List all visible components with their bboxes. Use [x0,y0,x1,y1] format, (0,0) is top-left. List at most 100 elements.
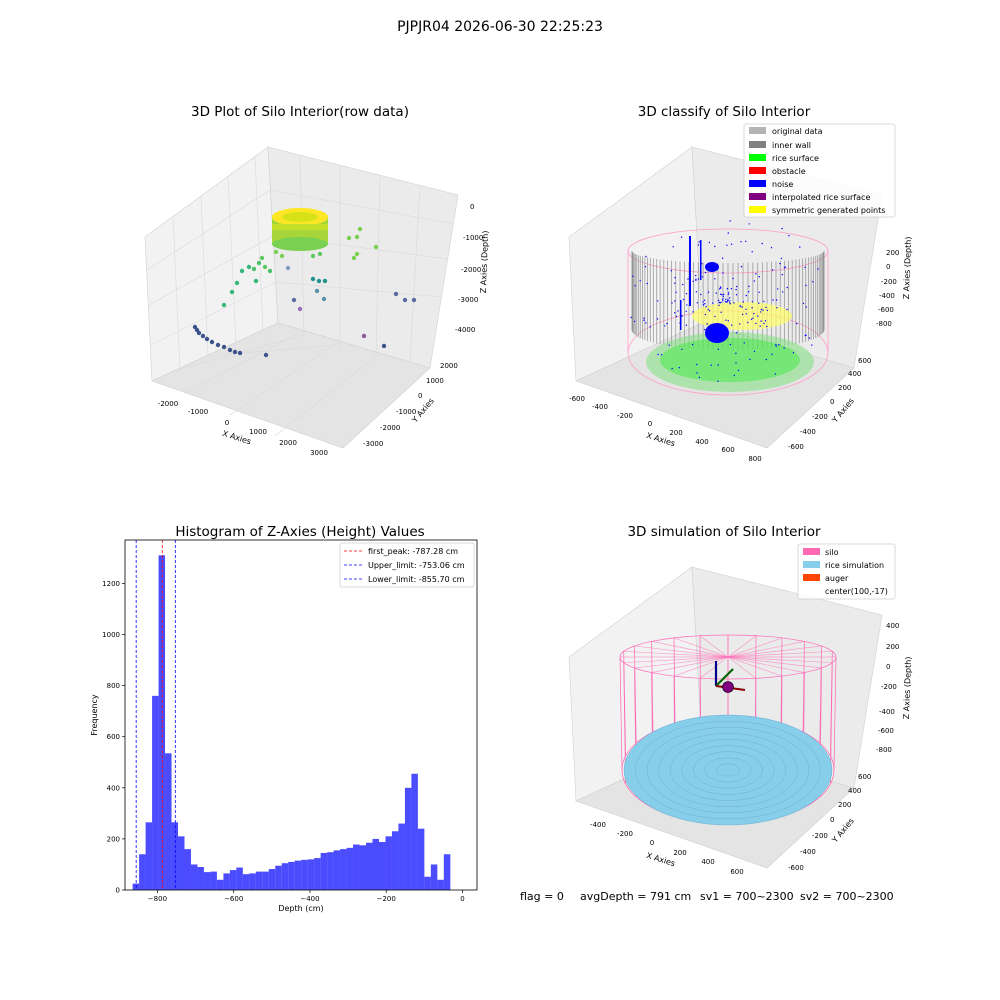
histogram-bar [404,787,412,890]
raw-xtick: 2000 [279,439,297,447]
histogram-bar [411,773,418,890]
histogram-bar [288,861,295,890]
classify-plot-title: 3D classify of Silo Interior [638,104,811,120]
legend-swatch-symmetric [749,206,766,213]
classify-xtick: -400 [592,403,608,411]
classify-xtick: 0 [648,420,652,428]
histogram-bar [145,822,153,890]
sim-ztick: 400 [886,622,899,630]
histogram-bar [294,860,302,890]
classify-xtick-labels: -600 -400 -200 0 200 400 600 800 [569,395,762,463]
histogram-ytick-label: 400 [107,784,120,792]
histogram-ytick-label: 1200 [102,580,120,588]
histogram-bar [223,873,230,890]
histogram-legend-label: Upper_limit: -753.06 cm [368,561,465,570]
classify-xtick: 400 [695,438,708,446]
histogram-legend-label: Lower_limit: -855.70 cm [368,575,465,584]
raw-ytick-labels: -3000 -2000 -1000 0 1000 2000 [363,362,458,448]
histogram-bar [327,852,334,890]
histogram-ytick-label: 600 [107,733,120,741]
histogram-bars [132,555,451,890]
sim-center-marker [722,681,734,693]
legend-label-rice-surface: rice surface [772,154,819,163]
sim-zlabel: Z Axies (Depth) [902,656,913,719]
histogram-xticks: −800 −600 −400 −200 0 [148,890,465,903]
classify-ztick: 200 [886,249,899,257]
sim-xtick: 0 [650,839,654,847]
histogram-ytick-label: 1000 [102,631,120,639]
raw-points-scatter [192,226,417,358]
histogram-ytick-label: 0 [116,887,120,895]
raw-xtick: -1000 [188,408,208,416]
raw-ytick: -1000 [396,408,416,416]
classify-ytick: -200 [812,413,828,421]
classify-ztick: -200 [881,278,897,286]
raw-ztick: -4000 [455,326,475,334]
histogram-bar [262,871,269,890]
sim-xtick: -400 [590,821,606,829]
legend-label-interpolated: interpolated rice surface [772,193,870,202]
simulation-3d-plot: 3D simulation of Silo Interior silo rice… [568,524,913,876]
classify-noise-scatter [630,220,819,382]
sim-ztick: -600 [878,727,894,735]
histogram-bar [152,695,159,890]
sim-ytick: -200 [812,832,828,840]
raw-xtick: 3000 [310,449,328,457]
histogram-bar [430,864,438,890]
histogram-bar [424,876,431,890]
legend-label-inner-wall: inner wall [772,141,811,150]
legend-label-rice-simulation: rice simulation [825,561,884,570]
histogram-bar [210,871,217,890]
classify-xtick: -200 [617,412,633,420]
histogram-ylabel: Frequency [90,694,99,736]
classify-ztick-labels: -800 -600 -400 -200 0 200 [876,249,899,328]
raw-xtick: 0 [225,419,229,427]
status-avg-depth: avgDepth = 791 cm [580,890,691,903]
classify-symmetric-points [692,302,792,330]
raw-xtick-labels: -2000 -1000 0 1000 2000 3000 [158,400,328,457]
histogram-xtick-label: −600 [224,895,243,903]
histogram-bar [203,872,211,890]
raw-ytick: 1000 [426,377,444,385]
raw-xtick: 1000 [249,428,267,436]
classify-xtick: 200 [669,429,682,437]
simulation-plot-title: 3D simulation of Silo Interior [627,524,821,540]
histogram-bar [417,828,425,890]
legend-swatch-noise [749,180,766,187]
status-line: flag = 0 avgDepth = 791 cm sv1 = 700~230… [520,890,894,903]
sim-xtick: 600 [730,868,743,876]
classify-ytick: -600 [788,443,804,451]
histogram-legend: first_peak: -787.28 cm Upper_limit: -753.… [339,542,475,588]
histogram-bar [314,858,321,890]
classify-ytick: 200 [838,384,851,392]
sim-ytick: 600 [858,773,871,781]
sim-xtick-labels: -400 -200 0 200 400 600 [590,821,744,876]
legend-label-symmetric: symmetric generated points [772,206,885,215]
classify-ytick: 600 [858,357,871,365]
classify-zlabel: Z Axies (Depth) [902,236,913,299]
histogram-bar [346,847,354,890]
legend-label-noise: noise [772,180,793,189]
histogram-axes-frame [124,539,478,891]
histogram-ytick-label: 200 [107,835,120,843]
sim-ztick: 200 [886,643,899,651]
sim-ytick: -400 [800,848,816,856]
raw-zlabel: Z Axies (Depth) [479,230,490,293]
sim-ztick: 0 [886,663,890,671]
histogram-bar [307,859,315,890]
classify-rice-surface [646,332,814,392]
histogram-bar [333,850,341,890]
histogram-bar [229,870,237,890]
classify-noise [680,236,729,343]
classify-ytick: -400 [800,428,816,436]
histogram-title: Histogram of Z-Axies (Height) Values [175,524,424,540]
legend-swatch-interpolated [749,193,766,200]
histogram-bar [216,879,224,890]
classify-ztick: 0 [886,263,890,271]
histogram-bar [178,836,185,890]
raw-plot-title: 3D Plot of Silo Interior(row data) [191,104,409,120]
histogram-bar [275,865,282,890]
sim-xtick: 200 [673,849,686,857]
histogram-bar [158,555,166,890]
legend-swatch-rice-simulation [803,561,820,568]
